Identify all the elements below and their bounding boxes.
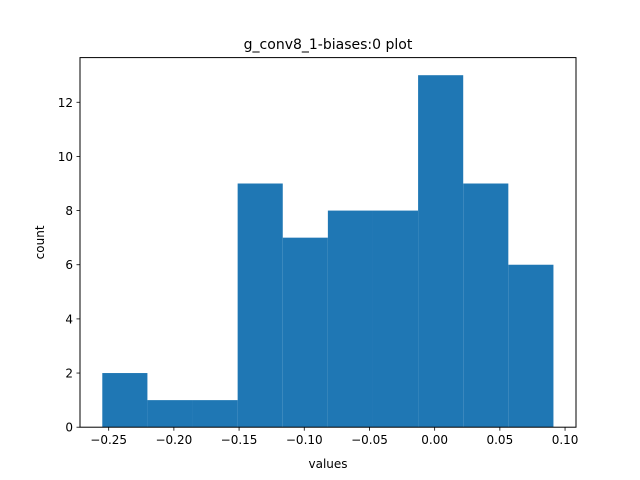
x-axis-label: values bbox=[308, 457, 347, 471]
histogram-bar bbox=[282, 237, 328, 428]
y-tick-label: 12 bbox=[58, 96, 73, 110]
histogram-bar bbox=[147, 400, 193, 428]
y-tick-label: 4 bbox=[65, 312, 73, 326]
x-tick-label: −0.10 bbox=[286, 433, 323, 447]
histogram-bar bbox=[463, 183, 509, 428]
y-tick-label: 6 bbox=[65, 258, 73, 272]
x-axis-ticks: −0.25 −0.20 −0.15 −0.10 −0.05 0.00 0.05 0.10 bbox=[90, 427, 578, 447]
histogram-bar bbox=[327, 210, 373, 428]
x-tick-label: −0.25 bbox=[90, 433, 127, 447]
histogram-bar bbox=[102, 373, 148, 428]
x-tick-label: −0.15 bbox=[221, 433, 258, 447]
histogram-bar bbox=[508, 264, 554, 428]
x-tick-label: −0.20 bbox=[155, 433, 192, 447]
histogram-bar bbox=[192, 400, 238, 428]
x-tick-label: −0.05 bbox=[351, 433, 388, 447]
y-tick-label: 2 bbox=[65, 367, 73, 381]
histogram-bar bbox=[372, 210, 419, 428]
y-axis-ticks: 0 2 4 6 8 10 12 bbox=[58, 96, 80, 435]
chart-title: g_conv8_1-biases:0 plot bbox=[244, 37, 413, 53]
y-axis-label: count bbox=[33, 225, 47, 259]
histogram-bar bbox=[418, 75, 464, 428]
plot-frame bbox=[79, 57, 577, 428]
x-tick-label: 0.00 bbox=[421, 433, 448, 447]
x-tick-label: 0.05 bbox=[486, 433, 513, 447]
y-tick-label: 0 bbox=[65, 421, 73, 435]
y-tick-label: 10 bbox=[58, 150, 73, 164]
x-tick-label: 0.10 bbox=[552, 433, 579, 447]
histogram-bar bbox=[237, 183, 283, 428]
y-tick-label: 8 bbox=[65, 204, 73, 218]
bars-group bbox=[102, 75, 554, 428]
